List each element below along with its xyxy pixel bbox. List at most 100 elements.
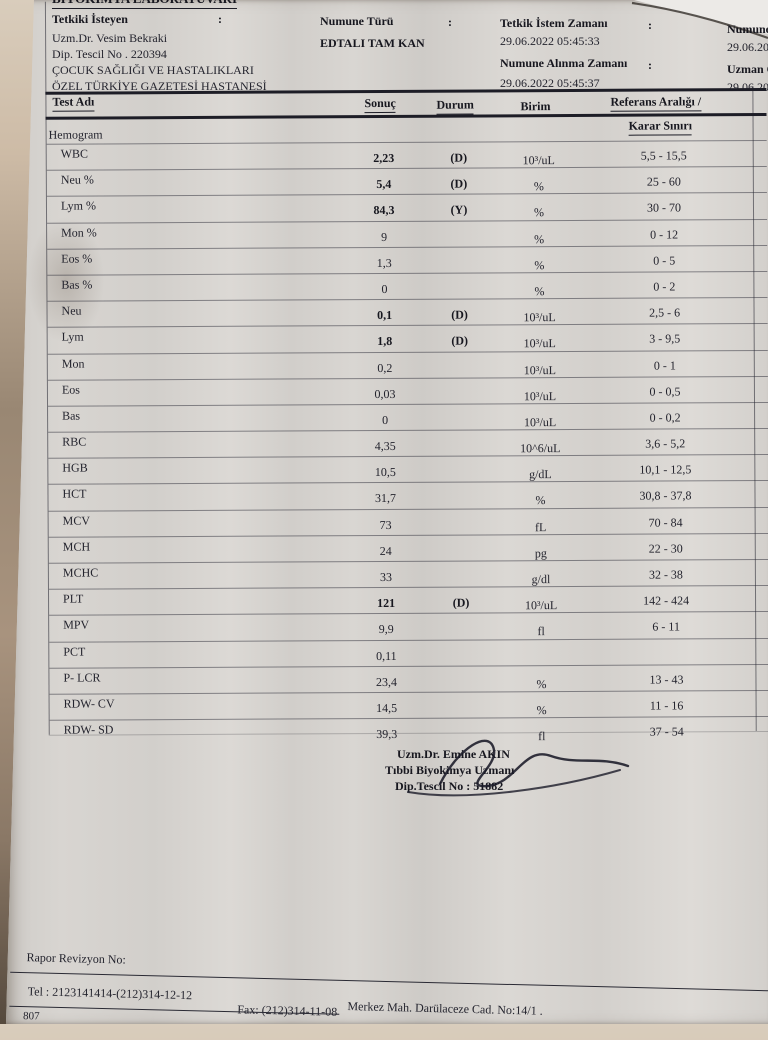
test-reference-range: 0 - 2 (579, 279, 749, 295)
test-status-flag: (D) (433, 596, 489, 611)
test-name: WBC (61, 147, 88, 162)
test-unit: % (494, 179, 584, 194)
test-unit: fl (496, 624, 586, 639)
table-row: Lym 1,8 (D) 10³/uL 3 - 9,5 (48, 323, 768, 353)
test-reference-range: 2,5 - 6 (580, 305, 750, 321)
test-reference-range: 0 - 0,5 (580, 384, 750, 400)
table-row: Bas 0 10³/uL 0 - 0,2 (48, 402, 768, 432)
test-result: 1,8 (330, 334, 440, 350)
test-status-flag: (D) (431, 177, 487, 192)
test-name: Lym % (61, 199, 96, 214)
test-reference-range: 0 - 12 (579, 227, 749, 243)
table-row: MCV 73 fL 70 - 84 (49, 507, 768, 537)
test-status-flag: (Y) (431, 203, 487, 218)
test-result: 4,35 (330, 439, 440, 455)
test-name: RBC (62, 435, 86, 450)
test-reference-range: 11 - 16 (582, 698, 752, 714)
test-name: MCH (63, 539, 90, 554)
requester-doctor: Uzm.Dr. Vesim Bekraki (52, 31, 167, 46)
table-row: PLT 121 (D) 10³/uL 142 - 424 (49, 585, 768, 615)
table-row: Mon % 9 % 0 - 12 (47, 219, 767, 249)
test-name: HCT (62, 487, 86, 502)
test-name: MPV (63, 618, 89, 633)
test-result: 24 (331, 543, 441, 559)
test-reference-range: 13 - 43 (581, 672, 751, 688)
table-row: Lym % 84,3 (Y) % 30 - 70 (47, 192, 767, 222)
test-unit: % (494, 258, 584, 273)
test-unit: % (494, 284, 584, 299)
table-row: P- LCR 23,4 % 13 - 43 (49, 664, 768, 694)
collection-time-label: Numune Alınma Zamanı (500, 56, 627, 71)
table-row: MCH 24 pg 22 - 30 (49, 533, 768, 563)
cut-field-uzman: Uzman O (727, 62, 768, 77)
test-result: 31,7 (330, 491, 440, 507)
test-reference-range: 30 - 70 (579, 200, 749, 216)
test-result: 10,5 (330, 465, 440, 481)
test-unit: g/dL (495, 467, 585, 482)
test-unit: % (494, 231, 584, 246)
test-unit: % (494, 205, 584, 220)
col-header-reference-1: Referans Aralığı / (610, 94, 701, 111)
table-row: Neu % 5,4 (D) % 25 - 60 (47, 166, 767, 196)
test-name: PLT (63, 592, 83, 607)
test-name: Lym (62, 330, 84, 345)
test-unit: 10³/uL (495, 310, 585, 325)
sample-type-value: EDTALI TAM KAN (320, 36, 425, 51)
requester-registration: Dip. Tescil No . 220394 (52, 47, 167, 62)
test-result: 0 (329, 282, 439, 298)
revision-label: Rapor Revizyon No: (26, 950, 126, 967)
col-header-status: Durum (436, 98, 473, 115)
table-row: Mon 0,2 10³/uL 0 - 1 (48, 349, 768, 379)
test-name: Bas (62, 408, 80, 423)
test-unit: 10³/uL (495, 362, 585, 377)
test-name: P- LCR (63, 670, 100, 685)
test-unit: 10³/uL (494, 153, 584, 168)
test-name: MCHC (63, 565, 98, 580)
test-unit: 10^6/uL (495, 441, 585, 456)
table-row: Bas % 0 % 0 - 2 (47, 271, 767, 301)
test-name: Eos % (61, 251, 92, 266)
test-unit: % (496, 677, 586, 692)
test-unit: g/dl (496, 572, 586, 587)
footer-tel: Tel : 2123141414-(212)314-12-12 (28, 984, 193, 1003)
table-row: Neu 0,1 (D) 10³/uL 2,5 - 6 (47, 297, 767, 327)
test-unit: 10³/uL (496, 598, 586, 613)
test-result: 121 (331, 596, 441, 612)
test-unit: 10³/uL (495, 389, 585, 404)
table-row: RDW- CV 14,5 % 11 - 16 (50, 690, 768, 720)
requester-colon: : (218, 12, 222, 27)
request-time-label: Tetkik İstem Zamanı (500, 16, 608, 31)
table-row: PCT 0,11 (49, 638, 768, 668)
test-result: 9 (329, 229, 439, 245)
test-reference-range: 0 - 1 (580, 358, 750, 374)
test-result: 23,4 (331, 674, 441, 690)
test-unit: fL (496, 520, 586, 535)
table-row: HCT 31,7 % 30,8 - 37,8 (48, 480, 768, 510)
test-reference-range: 10,1 - 12,5 (580, 462, 750, 478)
test-name: MCV (63, 513, 90, 528)
test-name: Mon % (61, 225, 97, 240)
test-reference-range: 6 - 11 (581, 619, 751, 635)
test-result: 0,03 (330, 386, 440, 402)
test-name: Neu (61, 304, 81, 319)
test-reference-range: 0 - 5 (579, 253, 749, 269)
test-status-flag: (D) (432, 334, 488, 349)
test-name: HGB (62, 461, 87, 476)
col-header-reference-2: Karar Sınırı (629, 118, 693, 135)
lab-title: BİYOKİMYA LABORATUVARI (52, 0, 237, 9)
test-status-flag: (D) (432, 308, 488, 323)
test-unit: 10³/uL (495, 336, 585, 351)
test-reference-range: 5,5 - 15,5 (579, 148, 749, 164)
test-result: 33 (331, 570, 441, 586)
test-result: 0 (330, 413, 440, 429)
test-reference-range (581, 646, 751, 647)
table-row: WBC 2,23 (D) 10³/uL 5,5 - 15,5 (47, 140, 767, 170)
table-row: Eos 0,03 10³/uL 0 - 0,5 (48, 376, 768, 406)
table-row: RBC 4,35 10^6/uL 3,6 - 5,2 (48, 428, 768, 458)
test-reference-range: 0 - 0,2 (580, 410, 750, 426)
footer-partial-text: 807 (23, 1010, 40, 1022)
col-header-result: Sonuç (364, 96, 395, 113)
test-reference-range: 30,8 - 37,8 (580, 488, 750, 504)
